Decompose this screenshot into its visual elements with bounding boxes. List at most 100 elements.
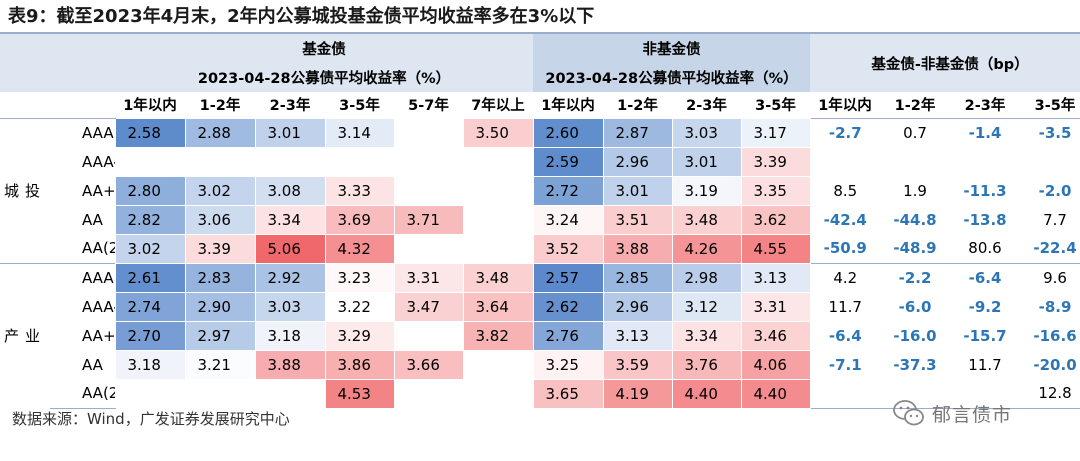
fund-yield-cell: [393, 175, 464, 206]
table-row: AA(2)3.023.395.064.32 3.523.884.264.55 -50…: [0, 233, 1080, 264]
nonfund-yield-cell: 3.62: [740, 204, 811, 235]
spread-cell: [880, 147, 950, 176]
fund-term-header: 3-5年: [325, 92, 394, 118]
nonfund-yield-cell: 3.31: [740, 291, 811, 322]
fund-yield-cell: 3.08: [254, 175, 326, 206]
fund-yield-cell: [254, 378, 326, 409]
fund-term-header: 1年以内: [115, 92, 185, 118]
wechat-icon: [893, 400, 924, 426]
fund-term-header: 2-3年: [255, 92, 325, 118]
fund-yield-cell: 3.50: [462, 117, 534, 148]
fund-yield-cell: 2.97: [184, 320, 256, 351]
fund-yield-cell: 3.31: [393, 262, 464, 293]
rating-label: AAA: [50, 262, 115, 292]
fund-yield-cell: 3.06: [184, 204, 256, 235]
fund-yield-cell: 3.14: [324, 117, 395, 148]
table-row: AA 2.82 3.06 3.34 3.69 3.71 3.24 3.51 3.48 3.62 -4…: [0, 204, 1080, 235]
nonfund-term-header: 2-3年: [672, 92, 741, 118]
fund-yield-cell: 3.23: [324, 262, 395, 293]
spread-cell: 11.7: [828, 297, 862, 316]
fund-yield-cell: [254, 146, 326, 177]
fund-term-header: 5-7年: [394, 92, 463, 118]
spread-cell: -44.8: [893, 210, 937, 229]
header-corner: [0, 34, 115, 92]
nonfund-yield-cell: 3.39: [740, 146, 811, 177]
nonfund-yield-cell: 3.48: [671, 204, 742, 235]
spread-cell: 8.5: [833, 181, 858, 200]
fund-yield-cell: 3.29: [324, 320, 395, 351]
fund-yield-cell: [462, 378, 534, 409]
spread-cell: 7.7: [1043, 210, 1067, 229]
table-row: AAA- 2.592.963.013.39: [0, 146, 1080, 177]
fund-yield-cell: 3.33: [324, 175, 395, 206]
nonfund-yield-cell: 2.60: [532, 117, 604, 148]
fund-yield-cell: 4.32: [324, 233, 395, 264]
nonfund-yield-cell: 3.03: [671, 117, 742, 148]
yield-table: 基金债 非基金债 基金债-非基金债（bp） 2023-04-28公募债平均收益率…: [0, 34, 1080, 409]
spread-cell: -15.7: [963, 326, 1007, 345]
fund-yield-cell: 2.58: [114, 117, 186, 148]
fund-term-header: 1-2年: [185, 92, 255, 118]
sector-label: 城投: [0, 117, 50, 263]
nonfund-yield-cell: 2.62: [532, 291, 604, 322]
nonfund-yield-cell: 4.06: [740, 349, 811, 380]
nonfund-yield-cell: 3.46: [740, 320, 811, 351]
table-row: AA+ 2.70 2.97 3.18 3.29 3.82 2.76 3.13 3.34 3.46-…: [0, 320, 1080, 351]
nonfund-yield-cell: 2.72: [532, 175, 604, 206]
fund-yield-cell: 3.66: [393, 349, 464, 380]
fund-yield-cell: [462, 204, 534, 235]
table-row: AA+ 2.80 3.02 3.08 3.33 2.72 3.01 3.19 3.35 8.5 1.…: [0, 175, 1080, 206]
nonfund-yield-cell: 3.12: [671, 291, 742, 322]
fund-yield-cell: 4.53: [324, 378, 395, 409]
nonfund-yield-cell: 2.87: [602, 117, 673, 148]
rating-label: AA+: [82, 181, 115, 200]
nonfund-yield-cell: 2.96: [602, 146, 673, 177]
spread-cell: -50.9: [823, 239, 867, 258]
rating-label: AA+: [82, 326, 115, 345]
watermark: 郁言债市: [892, 396, 1012, 430]
fund-term-header: 7年以上: [463, 92, 533, 118]
fund-yield-cell: [184, 146, 256, 177]
spread-cell: [1020, 147, 1080, 176]
title-rule: [0, 32, 1080, 34]
spread-cell: -7.1: [828, 355, 862, 374]
rating-label: AA: [82, 210, 103, 229]
spread-cell: [950, 147, 1020, 176]
spread-cell: -2.2: [880, 262, 950, 292]
fund-yield-cell: 3.01: [254, 117, 326, 148]
nonfund-yield-cell: 3.52: [532, 233, 604, 264]
fund-yield-cell: 3.18: [254, 320, 326, 351]
nonfund-yield-cell: 2.76: [532, 320, 604, 351]
table-row: 产业 AAA 2.61 2.83 2.92 3.23 3.31 3.48 2.57 2.85 2.9…: [0, 262, 1080, 408]
fund-yield-cell: [393, 378, 464, 409]
spread-cell: [880, 379, 950, 409]
spread-cell: -6.0: [898, 297, 932, 316]
spread-cell: -2.0: [1038, 181, 1072, 200]
fund-yield-cell: 2.90: [184, 291, 256, 322]
spread-cell: -22.4: [1033, 239, 1077, 258]
nonfund-yield-cell: 3.51: [602, 204, 673, 235]
fund-yield-cell: 5.06: [254, 233, 326, 264]
nonfund-yield-cell: 3.25: [532, 349, 604, 380]
fund-yield-cell: 2.70: [114, 320, 186, 351]
diff-term-header: 3-5年: [1020, 92, 1080, 118]
spread-cell: -16.6: [1033, 326, 1077, 345]
fund-yield-cell: [462, 175, 534, 206]
fund-yield-cell: [114, 378, 186, 409]
nonfund-yield-cell: 2.59: [532, 146, 604, 177]
diff-term-header: 1年以内: [810, 92, 880, 118]
nonfund-yield-cell: 3.01: [602, 175, 673, 206]
fund-yield-cell: 3.88: [254, 349, 326, 380]
nonfund-group-header: 非基金债: [533, 34, 810, 63]
fund-yield-cell: [462, 349, 534, 380]
nonfund-yield-cell: 3.17: [740, 117, 811, 148]
fund-yield-cell: 3.86: [324, 349, 395, 380]
spread-cell: -2.7: [810, 117, 880, 147]
nonfund-yield-cell: 2.96: [602, 291, 673, 322]
fund-yield-cell: 2.88: [184, 117, 256, 148]
spread-cell: [810, 379, 880, 409]
fund-yield-cell: [393, 117, 464, 148]
fund-yield-cell: 3.02: [114, 233, 186, 264]
nonfund-yield-cell: 3.65: [532, 378, 604, 409]
